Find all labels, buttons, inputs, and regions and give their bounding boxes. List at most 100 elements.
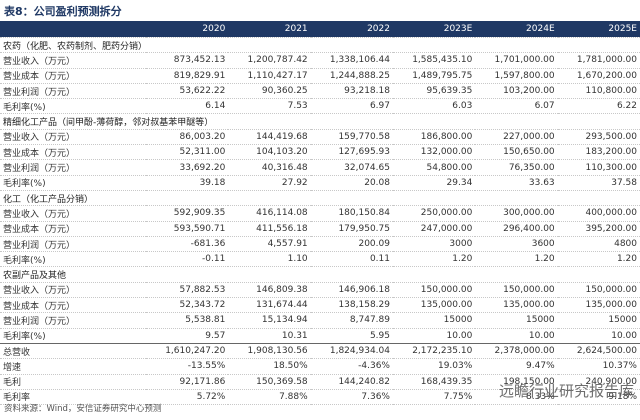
column-header: 2025E [557,21,640,38]
cell: 90,360.25 [228,83,311,100]
cell: 138,158.29 [310,297,393,314]
row-label: 营业利润（万元） [0,312,146,329]
cell: 20.08 [310,175,393,191]
section-title: 精细化工产品（间甲酚-薄荷醇，邻对叔基苯甲醚等） [0,113,640,130]
data-row: 营业成本（万元） 819,829.91 1,110,427.17 1,244,888.… [0,68,640,84]
row-label: 毛利 [0,374,146,390]
cell: 150,369.58 [228,374,311,390]
cell: 5.95 [310,328,393,344]
cell: 1,701,000.00 [475,52,558,69]
cell: 180,150.84 [310,205,393,222]
cell: 9.57 [146,328,229,344]
row-label: 毛利率(%) [0,175,146,191]
section-title: 农副产品及其他 [0,266,640,283]
row-label: 营业成本（万元） [0,144,146,161]
row-label: 总营收 [0,342,146,360]
cell: 131,674.44 [228,297,311,314]
cell: 27.92 [228,175,311,191]
cell: 198,150.00 [475,374,558,390]
data-row: 毛利率(%) 9.57 10.31 5.95 10.00 10.00 10.00 [0,328,640,344]
cell: 1,597,800.00 [475,68,558,84]
row-label: 毛利率 [0,389,146,406]
data-row: 营业收入（万元） 57,882.53 146,809.38 146,906.18 150… [0,282,640,299]
row-label: 营业利润（万元） [0,159,146,176]
cell: 293,500.00 [557,129,640,146]
cell: 8.33% [475,389,558,406]
cell: 411,556.18 [228,221,311,237]
cell: 6.07 [475,98,558,115]
section-row: 农药（化肥、农药制剂、肥药分销） [0,37,640,54]
cell: 86,003.20 [146,129,229,146]
data-row: 营业收入（万元） 873,452.13 1,200,787.42 1,338,106.… [0,52,640,69]
cell: 819,829.91 [146,68,229,84]
cell: 76,350.00 [475,159,558,176]
cell: 135,000.00 [475,297,558,314]
data-row: 毛利率(%) 6.14 7.53 6.97 6.03 6.07 6.22 [0,98,640,115]
cell: 6.97 [310,98,393,115]
cell: 1,585,435.10 [392,52,476,69]
row-label: 毛利率(%) [0,328,146,344]
cell: 1.10 [228,251,311,268]
cell: 7.53 [228,98,311,115]
cell: 135,000.00 [557,297,640,314]
data-row: 毛利率(%) -0.11 1.10 0.11 1.20 1.20 1.20 [0,251,640,268]
cell: 873,452.13 [146,52,229,69]
cell: 240,900.00 [557,374,640,390]
row-label: 营业利润（万元） [0,236,146,253]
cell: 5.72% [146,389,229,406]
header-row: 2020 2021 2022 2023E 2024E 2025E [0,21,640,38]
cell: 132,000.00 [392,144,476,161]
cell: 92,171.86 [146,374,229,390]
data-row: 营业利润（万元） -681.36 4,557.91 200.09 3000 3600 480… [0,236,640,253]
row-label: 营业收入（万元） [0,282,146,299]
cell: 296,400.00 [475,221,558,237]
column-header: 2023E [392,21,476,38]
cell: 6.03 [392,98,476,115]
row-label: 营业收入（万元） [0,205,146,222]
cell: 2,624,500.00 [557,342,640,360]
cell: 52,343.72 [146,297,229,314]
cell: 168,439.35 [392,374,476,390]
cell: 4800 [557,236,640,253]
data-row: 增速 -13.55% 18.50% -4.36% 19.03% 9.47% 10.37% [0,358,640,375]
cell: 1,670,200.00 [557,68,640,84]
cell: 15000 [557,312,640,329]
cell: 29.34 [392,175,476,191]
cell: 95,639.35 [392,83,476,100]
cell: 300,000.00 [475,205,558,222]
row-label: 营业利润（万元） [0,83,146,100]
cell: 10.37% [557,358,640,375]
watermark: 远瞻行业研究报告库 [498,382,634,400]
cell: 18.50% [228,358,311,375]
cell: 395,200.00 [557,221,640,237]
cell: 39.18 [146,175,229,191]
data-row: 营业利润（万元） 33,692.20 40,316.48 32,074.65 54,80… [0,159,640,176]
cell: 0.11 [310,251,393,268]
cell: 5,538.81 [146,312,229,329]
cell: 1,244,888.25 [310,68,393,84]
section-row: 精细化工产品（间甲酚-薄荷醇，邻对叔基苯甲醚等） [0,113,640,130]
data-row: 毛利率 5.72% 7.88% 7.36% 7.75% 8.33% 9.18% [0,389,640,406]
cell: 2,172,235.10 [392,342,476,360]
cell: 104,103.20 [228,144,311,161]
cell: 593,590.71 [146,221,229,237]
row-label: 毛利率(%) [0,98,146,115]
column-header: 2024E [475,21,558,38]
row-label: 增速 [0,358,146,375]
cell: 127,695.93 [310,144,393,161]
cell: 1,908,130.56 [228,342,311,360]
cell: 1.20 [475,251,558,268]
data-row: 毛利 92,171.86 150,369.58 144,240.82 168,439.3… [0,374,640,390]
cell: 416,114.08 [228,205,311,222]
cell: 200.09 [310,236,393,253]
row-label: 营业成本（万元） [0,297,146,314]
cell: 6.22 [557,98,640,115]
cell: 135,000.00 [392,297,476,314]
cell: 1.20 [392,251,476,268]
cell: 6.14 [146,98,229,115]
cell: 179,950.75 [310,221,393,237]
cell: 32,074.65 [310,159,393,176]
cell: 1,489,795.75 [392,68,476,84]
cell: 10.00 [557,328,640,344]
